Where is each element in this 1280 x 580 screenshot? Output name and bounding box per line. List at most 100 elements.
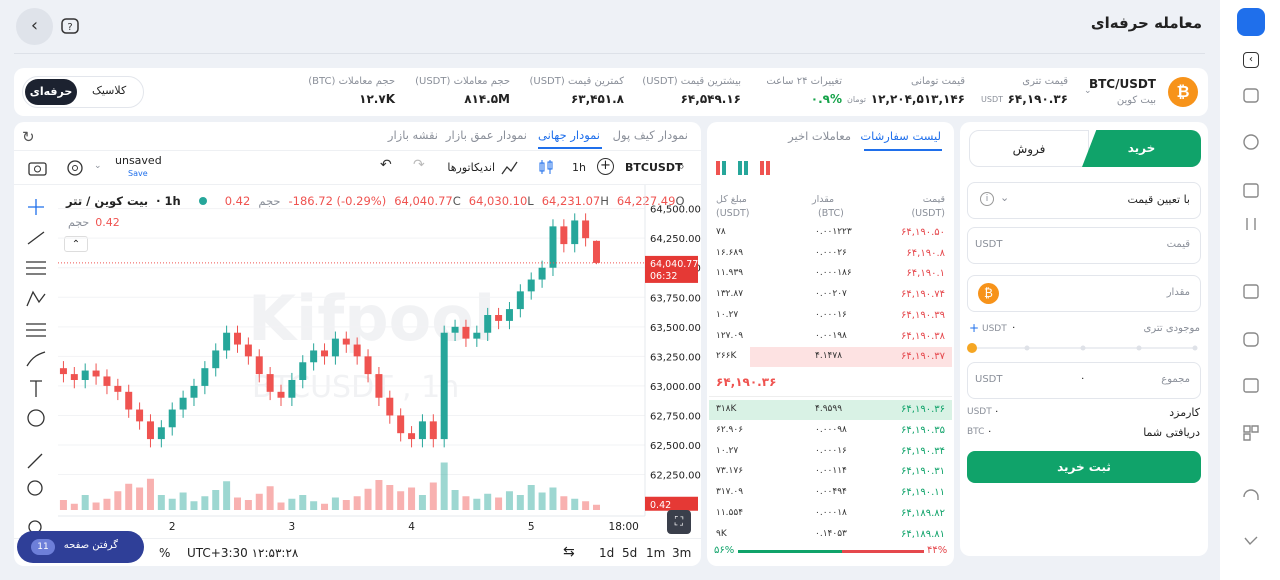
period[interactable]: 3m — [672, 546, 692, 560]
total-input[interactable] — [967, 362, 1201, 399]
candle-body — [505, 309, 513, 321]
icon[interactable] — [1243, 425, 1259, 441]
depth-highlight — [750, 347, 952, 367]
help-icon[interactable]: ? — [60, 17, 80, 37]
y-tick-label: 63,250.00 — [650, 352, 701, 363]
fullscreen-button[interactable]: ⛶ — [667, 510, 691, 534]
icon[interactable] — [1244, 536, 1258, 546]
view-icon[interactable] — [738, 161, 748, 175]
chart-tab[interactable]: نقشه بازار — [387, 128, 438, 142]
y-tick-label: 62,500.00 — [650, 441, 701, 452]
pair[interactable]: BTC/USDT — [1088, 77, 1156, 91]
book-total: ۱۰.۲۷ — [716, 309, 739, 320]
save[interactable]: Save — [128, 169, 148, 178]
compare-icon[interactable]: + — [597, 158, 614, 175]
reload-icon[interactable]: ↻ — [22, 128, 35, 146]
input-label: مقدار — [1166, 287, 1190, 298]
book-header: مقدار — [812, 194, 835, 205]
tool[interactable] — [27, 453, 43, 469]
icon[interactable] — [1243, 378, 1259, 393]
icon[interactable] — [1246, 218, 1256, 230]
volume-bar — [299, 495, 307, 510]
layout-caret[interactable]: ⌄ — [94, 161, 102, 171]
tool[interactable] — [27, 480, 43, 496]
buy-tab[interactable]: خرید — [1082, 130, 1201, 167]
indicators[interactable]: اندیکاتورها — [447, 161, 495, 174]
submit-button[interactable]: ثبت خرید — [967, 451, 1201, 483]
book-price: ۶۴,۱۹۰.۳۷ — [901, 351, 945, 363]
redo[interactable]: ↷ — [413, 157, 425, 173]
book-header: (USDT) — [716, 208, 750, 219]
layout-name[interactable]: unsaved — [115, 154, 162, 167]
screenshot-label[interactable]: گرفتن صفحه — [63, 540, 118, 551]
candle-body — [277, 391, 285, 398]
candle-body — [146, 421, 154, 440]
search-icon[interactable]: ⌕ — [678, 159, 685, 173]
book-tab[interactable]: معاملات اخیر — [788, 129, 851, 143]
tool[interactable] — [30, 380, 42, 397]
book-price: ۶۴,۱۹۰.۵۰ — [901, 227, 945, 238]
camera-icon[interactable] — [28, 160, 48, 176]
candle-body — [92, 370, 100, 377]
icon[interactable] — [1243, 284, 1259, 299]
collapse-legend[interactable]: ⌃ — [64, 236, 88, 252]
tool[interactable] — [27, 409, 45, 427]
back-button[interactable]: ‹ — [16, 8, 53, 45]
logo[interactable] — [1237, 8, 1265, 36]
symbol[interactable]: BTCUSDT — [625, 161, 683, 174]
candle-type-icon[interactable] — [538, 158, 554, 176]
candle-body — [321, 350, 329, 357]
chart-tab[interactable]: نمودار کیف پول — [612, 128, 688, 142]
book-price: ۶۴,۱۸۹.۸۱ — [901, 528, 945, 540]
chart-tab[interactable]: نمودار عمق بازار — [445, 128, 527, 142]
amount-slider[interactable] — [965, 340, 1205, 356]
tool[interactable] — [26, 323, 46, 337]
book-total: ۱۱.۵۵۴ — [716, 508, 744, 518]
tool[interactable] — [26, 351, 46, 367]
period[interactable]: 1m — [646, 546, 666, 560]
sell-tab[interactable]: فروش — [969, 130, 1089, 167]
icon[interactable] — [1243, 489, 1259, 500]
icon[interactable] — [1243, 134, 1259, 150]
tool[interactable] — [26, 261, 46, 275]
collapse-button[interactable]: ‹ — [1243, 52, 1259, 68]
icon[interactable] — [1243, 183, 1259, 198]
settings-icon[interactable] — [66, 159, 84, 177]
period[interactable]: 1d — [599, 546, 615, 560]
volume-bar — [255, 493, 263, 510]
watermark: BTCUSDT , 1h — [252, 370, 460, 405]
ohlc-key: O — [675, 194, 685, 208]
view-icon[interactable] — [716, 161, 726, 175]
chart-tab-active[interactable]: نمودار جهانی — [537, 128, 600, 142]
toggle-option[interactable]: کلاسیک — [92, 84, 127, 97]
tool[interactable] — [27, 231, 45, 245]
indicators-icon[interactable] — [500, 158, 518, 176]
period[interactable]: 5d — [622, 546, 638, 560]
volume-bar — [375, 480, 383, 510]
toggle-option-active[interactable]: حرفه‌ای — [25, 79, 77, 105]
tool[interactable] — [28, 199, 44, 215]
undo[interactable]: ↶ — [380, 157, 392, 173]
book-tab-active[interactable]: لیست سفارشات — [860, 129, 941, 143]
interval[interactable]: 1h — [572, 161, 586, 174]
select-caret: ⌄ — [1000, 191, 1010, 204]
mode-toggle — [22, 76, 144, 108]
order-type-select[interactable] — [967, 182, 1201, 219]
tool[interactable] — [26, 290, 46, 307]
icon[interactable] — [1243, 88, 1259, 103]
amount-input[interactable] — [967, 275, 1201, 312]
pair-caret[interactable]: ⌄ — [1084, 86, 1092, 96]
date-range-icon[interactable]: ⇆ — [563, 544, 575, 560]
view-icon[interactable] — [760, 161, 770, 175]
info-icon[interactable]: i — [980, 192, 994, 206]
volume-bar — [505, 491, 513, 510]
book-price: ۶۴,۱۸۹.۸۲ — [901, 508, 945, 519]
candle-body — [114, 385, 122, 392]
icon[interactable] — [1243, 332, 1259, 347]
percent-toggle[interactable]: % — [159, 546, 171, 560]
price-input[interactable] — [967, 227, 1201, 264]
candle-body — [190, 385, 198, 398]
deposit[interactable]: + — [969, 321, 980, 335]
x-tick-label: 18:00 — [609, 521, 639, 533]
volume-bar — [495, 497, 503, 510]
